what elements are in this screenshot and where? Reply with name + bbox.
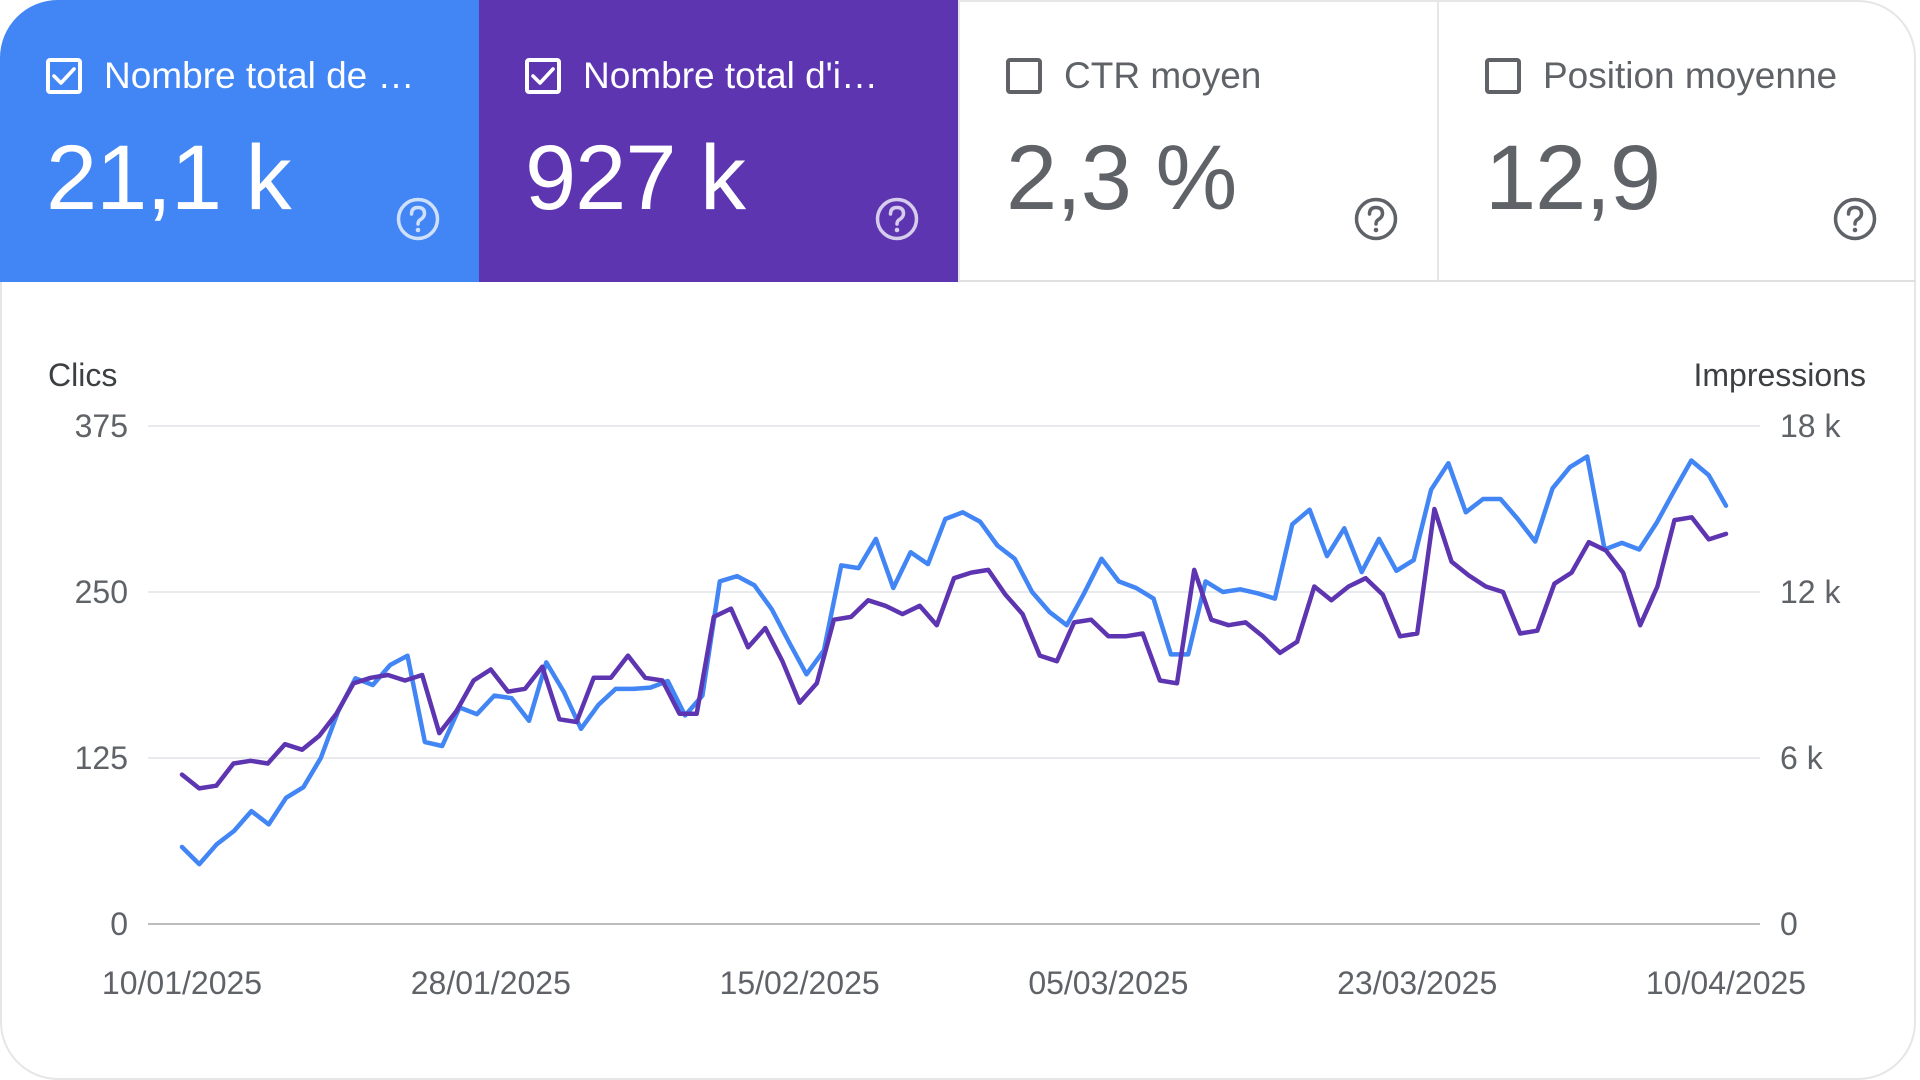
right-axis-title: Impressions xyxy=(1694,357,1867,393)
metric-value-ctr: 2,3 % xyxy=(1006,127,1237,229)
right-tick-label: 6 k xyxy=(1780,740,1824,776)
checkbox-checked-icon[interactable] xyxy=(46,58,82,94)
chart-gridlines xyxy=(148,425,1760,925)
chart-y-ticks: 0 0 125 6 k 250 12 k 375 18 k xyxy=(75,408,1842,942)
left-tick-label: 250 xyxy=(75,574,128,610)
clicks-series-line xyxy=(179,454,1729,867)
x-tick-label: 10/01/2025 xyxy=(102,965,262,1001)
checkbox-empty-icon[interactable] xyxy=(1485,58,1521,94)
left-axis-title: Clics xyxy=(48,357,117,393)
x-tick-label: 28/01/2025 xyxy=(411,965,571,1001)
x-tick-label: 05/03/2025 xyxy=(1028,965,1188,1001)
metric-tile-header: Position moyenne xyxy=(1485,54,1837,98)
chart-x-ticks: 10/01/2025 28/01/2025 15/02/2025 05/03/2025… xyxy=(102,965,1806,1001)
performance-chart[interactable]: Clics Impressions 0 0 125 6 k 250 12 k 375 18 k… xyxy=(0,282,1916,1062)
metric-label-clicks: Nombre total de … xyxy=(104,55,415,96)
metric-label-impressions: Nombre total d'i… xyxy=(583,55,878,96)
left-tick-label: 375 xyxy=(75,408,128,444)
metric-tile-header: CTR moyen xyxy=(1006,54,1261,98)
metric-tile-total-impressions[interactable]: Nombre total d'i… 927 k xyxy=(479,0,958,282)
right-tick-label: 0 xyxy=(1780,906,1798,942)
metric-tiles: Nombre total de … 21,1 k Nombre total d'… xyxy=(0,0,1916,282)
checkbox-empty-icon[interactable] xyxy=(1006,58,1042,94)
metric-tile-average-ctr[interactable]: CTR moyen 2,3 % xyxy=(958,0,1437,282)
metric-label-position: Position moyenne xyxy=(1543,55,1838,96)
metric-tile-header: Nombre total de … xyxy=(46,54,415,98)
x-tick-label: 10/04/2025 xyxy=(1646,965,1806,1001)
impressions-series-line xyxy=(179,506,1729,791)
metric-tile-total-clicks[interactable]: Nombre total de … 21,1 k xyxy=(0,0,479,282)
metric-value-impressions: 927 k xyxy=(525,127,746,229)
metric-tile-average-position[interactable]: Position moyenne 12,9 xyxy=(1437,0,1916,282)
metric-label-ctr: CTR moyen xyxy=(1064,55,1262,96)
metric-value-position: 12,9 xyxy=(1485,127,1661,229)
left-tick-label: 125 xyxy=(75,740,128,776)
checkbox-checked-icon[interactable] xyxy=(525,58,561,94)
metric-value-clicks: 21,1 k xyxy=(46,127,292,229)
x-tick-label: 23/03/2025 xyxy=(1337,965,1497,1001)
help-circle-icon[interactable] xyxy=(874,196,920,242)
chart-series-lines xyxy=(179,454,1729,867)
help-circle-icon[interactable] xyxy=(1832,196,1878,242)
x-tick-label: 15/02/2025 xyxy=(720,965,880,1001)
help-circle-icon[interactable] xyxy=(395,196,441,242)
right-tick-label: 18 k xyxy=(1780,408,1841,444)
help-circle-icon[interactable] xyxy=(1353,196,1399,242)
metric-tile-header: Nombre total d'i… xyxy=(525,54,878,98)
left-tick-label: 0 xyxy=(110,906,128,942)
right-tick-label: 12 k xyxy=(1780,574,1841,610)
